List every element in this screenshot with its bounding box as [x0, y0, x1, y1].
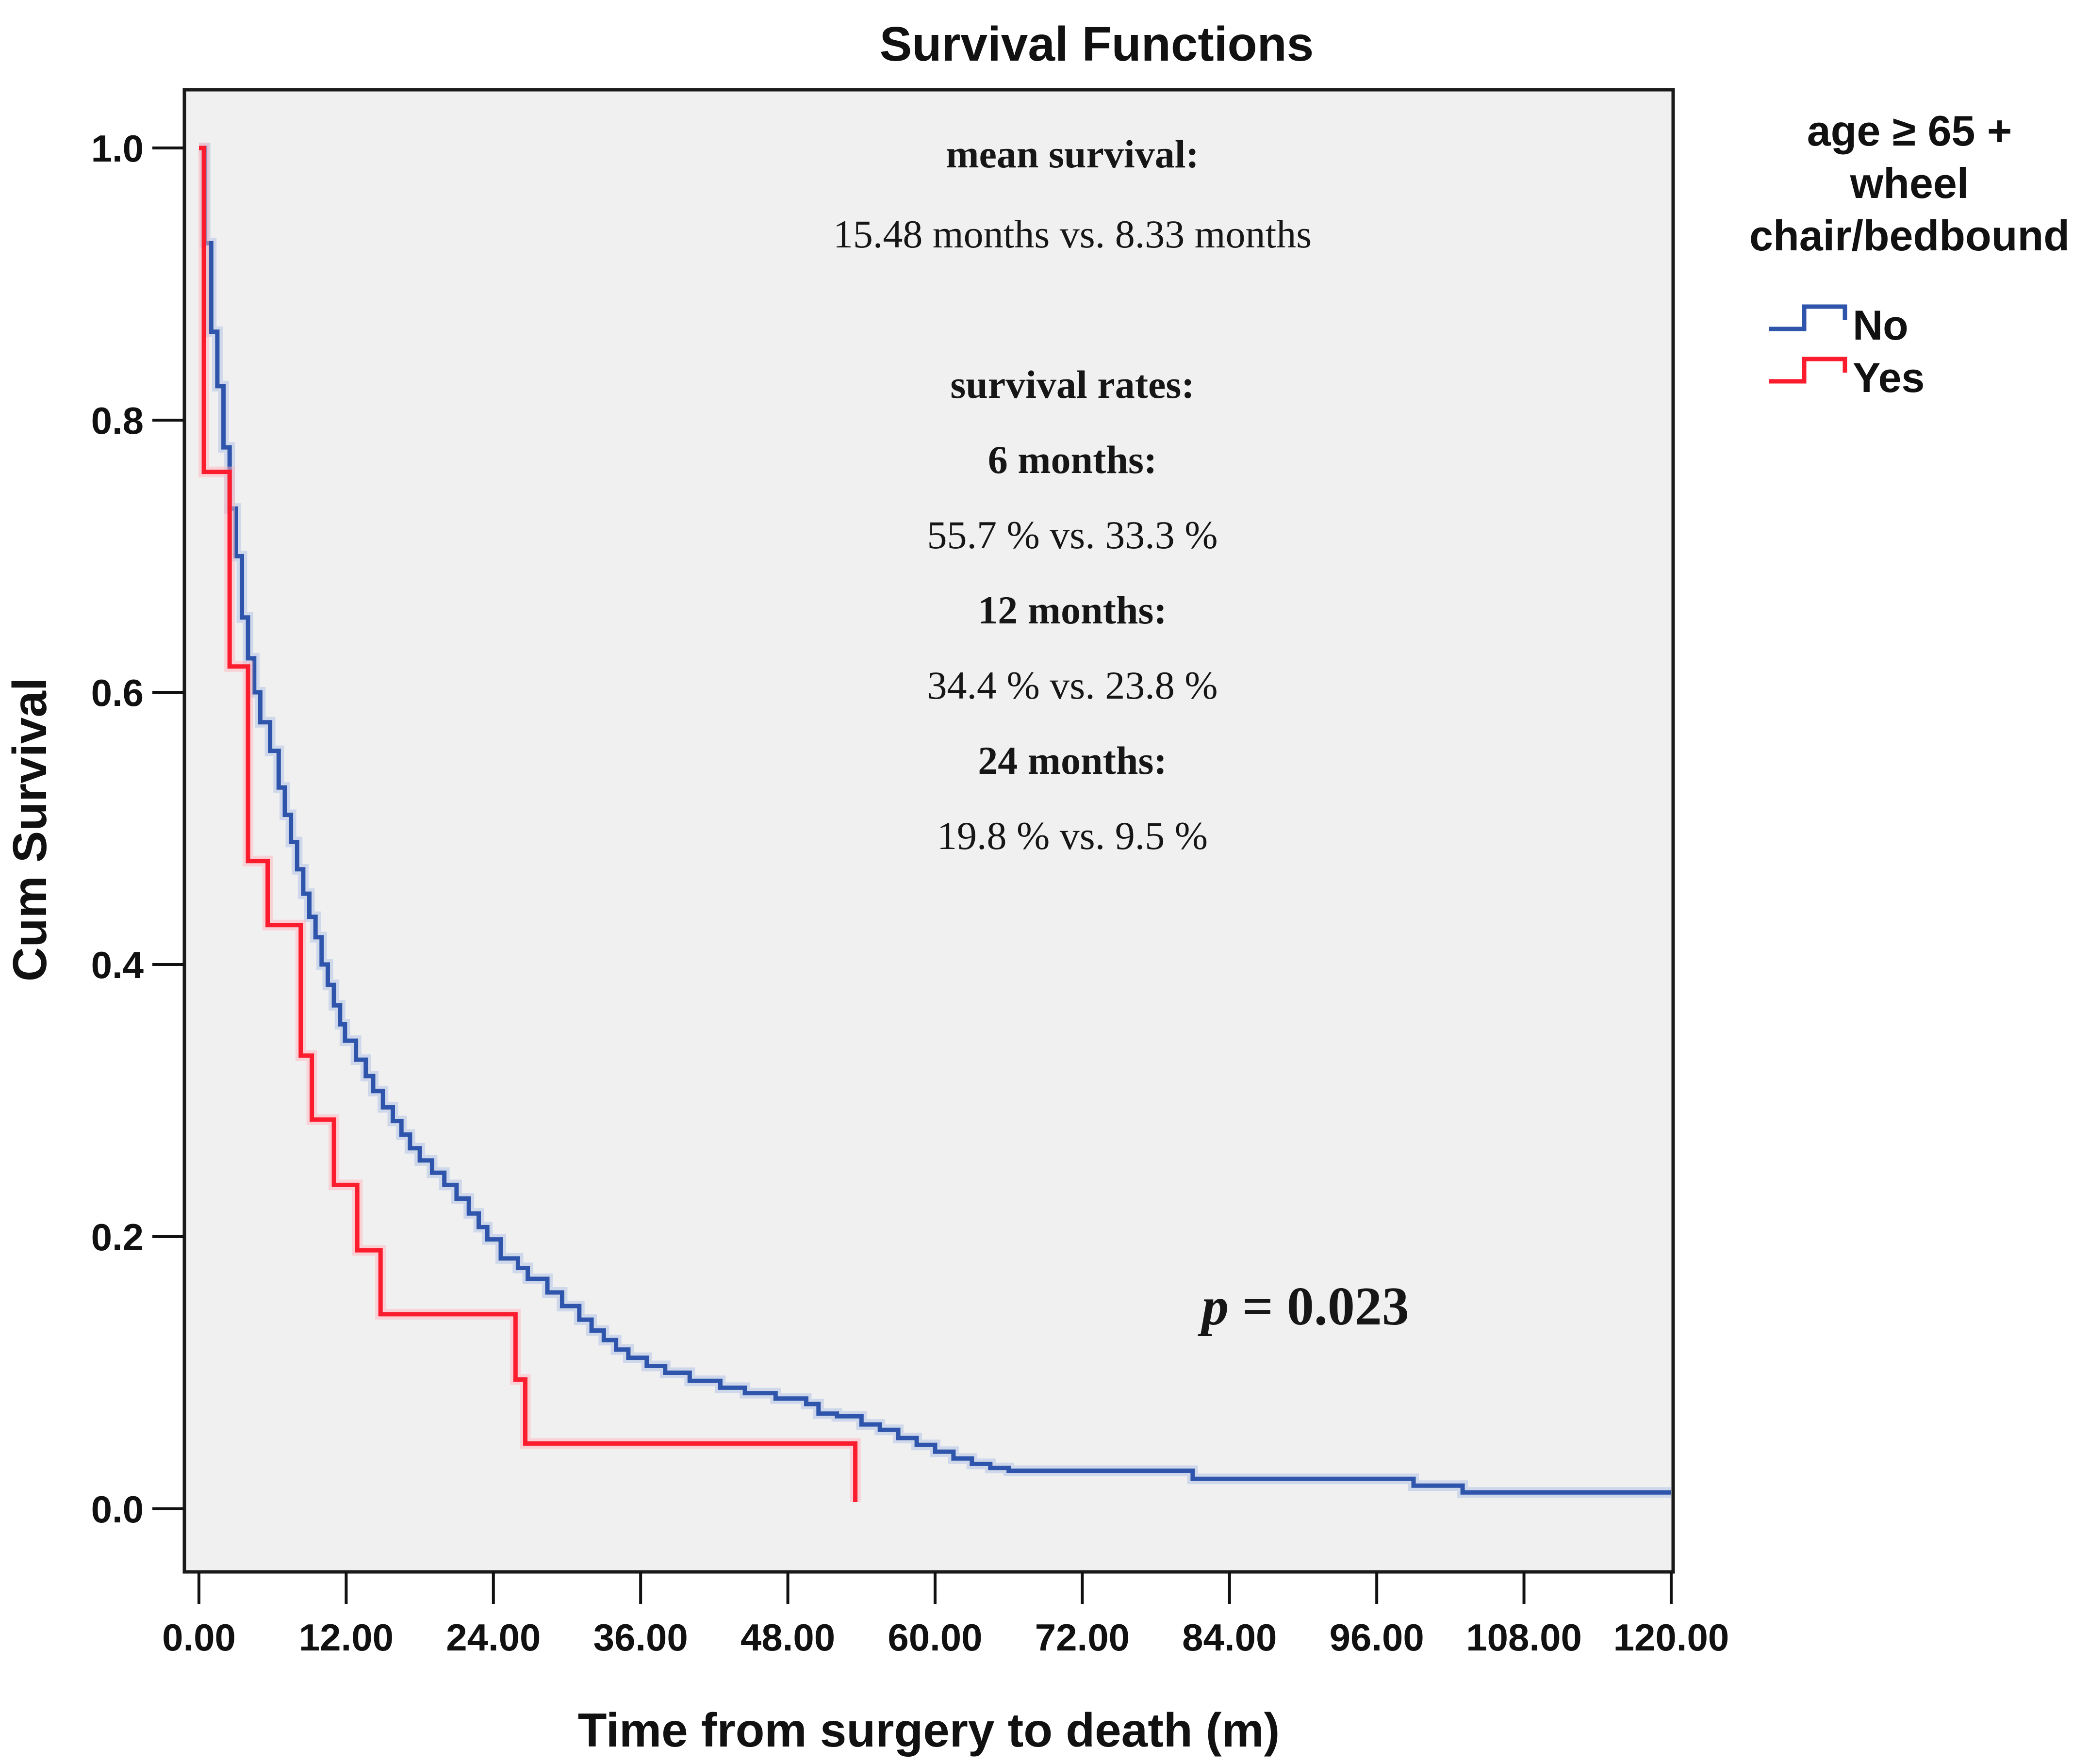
y-tick-label: 0.0	[91, 1488, 144, 1531]
x-tick-label: 96.00	[1330, 1616, 1424, 1659]
legend-title-line-3: chair/bedbound	[1749, 212, 2070, 260]
survival-curves	[198, 143, 1671, 1502]
x-tick-label: 108.00	[1466, 1616, 1582, 1659]
legend-title-line-2: wheel	[1850, 159, 1969, 207]
legend-label-no: No	[1853, 302, 1908, 349]
rate-6mo-value: 55.7 % vs. 33.3 %	[927, 513, 1217, 557]
legend-item-no: No	[1769, 302, 1908, 349]
legend-title-line-1: age ≥ 65 +	[1807, 107, 2012, 155]
legend-marker-no-step-icon	[1769, 304, 1847, 331]
x-tick-label: 36.00	[593, 1616, 688, 1659]
x-tick-label: 60.00	[888, 1616, 982, 1659]
y-tick-label: 1.0	[91, 127, 144, 170]
rate-24mo-value: 19.8 % vs. 9.5 %	[937, 814, 1208, 858]
mean-survival-value: 15.48 months vs. 8.33 months	[833, 212, 1312, 256]
chart-title: Survival Functions	[880, 17, 1314, 71]
p-value-text: p = 0.023	[1198, 1276, 1409, 1337]
legend: age ≥ 65 + wheel chair/bedbound No Yes	[1749, 107, 2070, 401]
p-value-number: = 0.023	[1229, 1276, 1409, 1337]
legend-marker-yes-step-icon	[1769, 357, 1847, 384]
rate-6mo-label: 6 months:	[988, 438, 1157, 482]
x-tick-label: 48.00	[740, 1616, 835, 1659]
y-tick-label: 0.2	[91, 1216, 144, 1258]
curve-yes	[199, 146, 858, 1502]
legend-label-yes: Yes	[1853, 355, 1925, 401]
x-axis-title: Time from surgery to death (m)	[578, 1703, 1280, 1757]
plot-area	[182, 88, 1675, 1574]
curve-no	[199, 146, 1671, 1495]
x-tick-label: 120.00	[1613, 1616, 1729, 1659]
mean-survival-label: mean survival:	[946, 132, 1199, 176]
survival-rates-label: survival rates:	[950, 362, 1194, 407]
x-tick-label: 72.00	[1035, 1616, 1130, 1659]
axis-ticks: 0.00 12.00 24.00 36.00 48.00 60.00 72.00 84.00 9…	[91, 127, 1729, 1659]
x-tick-label: 12.00	[299, 1616, 394, 1659]
y-axis-title: Cum Survival	[3, 678, 56, 981]
y-tick-label: 0.6	[91, 671, 144, 714]
legend-item-yes: Yes	[1769, 355, 1925, 401]
x-tick-label: 0.00	[162, 1616, 236, 1659]
rate-24mo-label: 24 months:	[978, 738, 1167, 783]
rate-12mo-label: 12 months:	[978, 588, 1167, 632]
rate-12mo-value: 34.4 % vs. 23.8 %	[927, 663, 1217, 707]
annotation-block: mean survival: 15.48 months vs. 8.33 mon…	[833, 132, 1409, 1337]
p-value-symbol: p	[1198, 1276, 1229, 1337]
y-tick-label: 0.8	[91, 399, 144, 442]
x-tick-label: 84.00	[1182, 1616, 1277, 1659]
x-tick-label: 24.00	[446, 1616, 541, 1659]
y-tick-label: 0.4	[91, 944, 144, 986]
